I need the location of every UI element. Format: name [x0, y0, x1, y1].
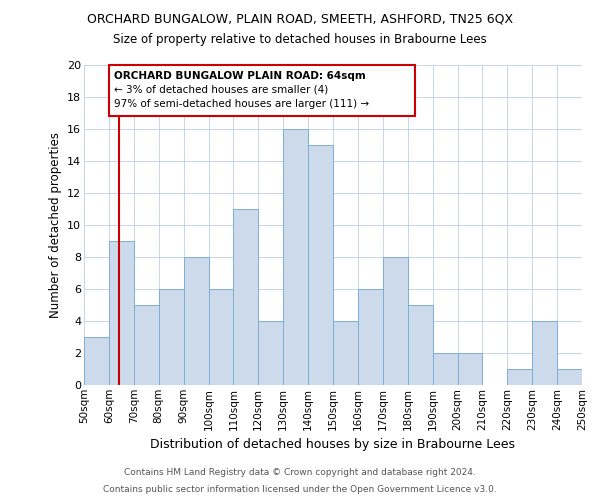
Bar: [209, 289, 233, 385]
Bar: [358, 289, 383, 385]
Text: Contains public sector information licensed under the Open Government Licence v3: Contains public sector information licen…: [103, 484, 497, 494]
Bar: [333, 321, 358, 385]
Bar: [109, 65, 415, 116]
Bar: [184, 257, 209, 385]
Bar: [308, 145, 333, 385]
X-axis label: Distribution of detached houses by size in Brabourne Lees: Distribution of detached houses by size …: [151, 438, 515, 451]
Bar: [557, 369, 582, 385]
Y-axis label: Number of detached properties: Number of detached properties: [49, 132, 62, 318]
Bar: [283, 129, 308, 385]
Bar: [134, 305, 159, 385]
Text: ORCHARD BUNGALOW, PLAIN ROAD, SMEETH, ASHFORD, TN25 6QX: ORCHARD BUNGALOW, PLAIN ROAD, SMEETH, AS…: [87, 12, 513, 26]
Bar: [433, 353, 458, 385]
Bar: [458, 353, 482, 385]
Text: 97% of semi-detached houses are larger (111) →: 97% of semi-detached houses are larger (…: [114, 100, 369, 110]
Bar: [159, 289, 184, 385]
Text: ORCHARD BUNGALOW PLAIN ROAD: 64sqm: ORCHARD BUNGALOW PLAIN ROAD: 64sqm: [114, 70, 365, 81]
Bar: [383, 257, 408, 385]
Bar: [109, 241, 134, 385]
Bar: [259, 321, 283, 385]
Text: Size of property relative to detached houses in Brabourne Lees: Size of property relative to detached ho…: [113, 32, 487, 46]
Text: Contains HM Land Registry data © Crown copyright and database right 2024.: Contains HM Land Registry data © Crown c…: [124, 468, 476, 477]
Bar: [233, 209, 259, 385]
Bar: [408, 305, 433, 385]
Text: ← 3% of detached houses are smaller (4): ← 3% of detached houses are smaller (4): [114, 85, 328, 95]
Bar: [508, 369, 532, 385]
Bar: [84, 337, 109, 385]
Bar: [532, 321, 557, 385]
